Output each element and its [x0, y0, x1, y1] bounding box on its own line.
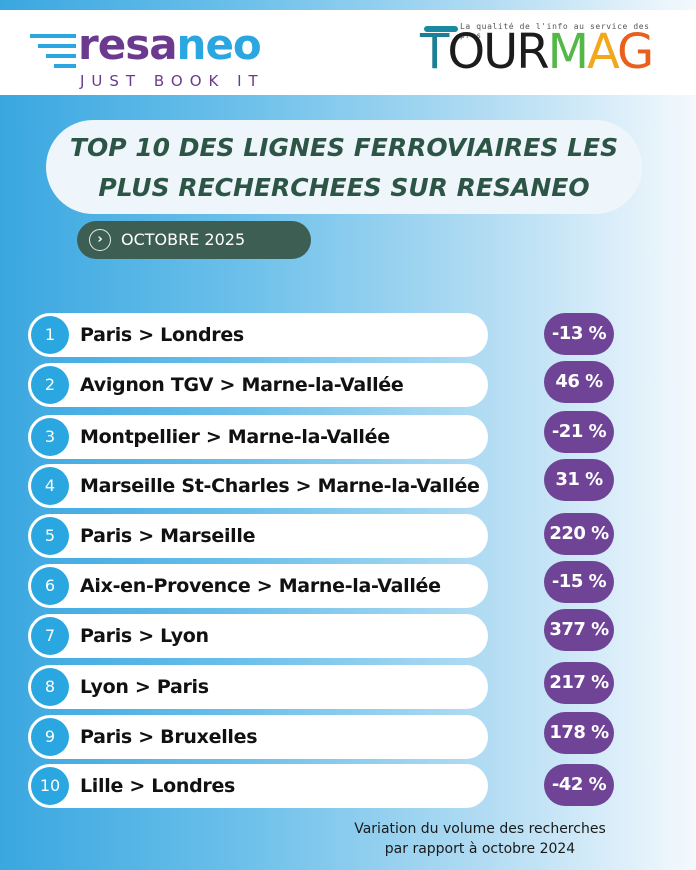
rank-badge: 2	[31, 366, 69, 404]
rank-badge: 9	[31, 718, 69, 756]
variation-badge: 377 %	[544, 609, 614, 651]
footnote: Variation du volume des recherches par r…	[330, 819, 630, 859]
speed-lines-icon	[30, 34, 76, 68]
page-title-line1: TOP 10 DES LIGNES FERROVIAIRES LES	[69, 133, 619, 162]
tourmag-bar-decoration	[424, 26, 458, 32]
route-label: Paris > Bruxelles	[80, 726, 258, 748]
header-banner: resaneo JUST BOOK IT La qualité de l'inf…	[0, 10, 696, 95]
route-label: Paris > Marseille	[80, 525, 256, 547]
page-title-line2: PLUS RECHERCHEES SUR RESANEO	[98, 173, 590, 202]
variation-badge: -13 %	[544, 313, 614, 355]
rank-badge: 4	[31, 467, 69, 505]
route-bar	[28, 514, 488, 558]
rank-badge: 8	[31, 668, 69, 706]
list-item: 2 Avignon TGV > Marne-la-Vallée	[28, 363, 488, 407]
route-label: Paris > Londres	[80, 324, 244, 346]
list-item: 7 Paris > Lyon	[28, 614, 488, 658]
route-bar	[28, 665, 488, 709]
list-item: 3 Montpellier > Marne-la-Vallée	[28, 415, 488, 459]
route-label: Montpellier > Marne-la-Vallée	[80, 426, 390, 448]
route-label: Paris > Lyon	[80, 625, 209, 647]
route-label: Lyon > Paris	[80, 676, 209, 698]
rank-badge: 6	[31, 567, 69, 605]
list-item: 5 Paris > Marseille	[28, 514, 488, 558]
route-label: Lille > Londres	[80, 775, 236, 797]
resaneo-wordmark: resaneo	[78, 20, 262, 69]
route-label: Marseille St-Charles > Marne-la-Vallée	[80, 475, 480, 497]
variation-badge: -21 %	[544, 411, 614, 453]
list-item: 4 Marseille St-Charles > Marne-la-Vallée	[28, 464, 488, 508]
route-bar	[28, 415, 488, 459]
route-bar	[28, 363, 488, 407]
route-bar	[28, 564, 488, 608]
rank-badge: 5	[31, 517, 69, 555]
period-badge: › OCTOBRE 2025	[77, 221, 311, 259]
footnote-line1: Variation du volume des recherches	[354, 821, 606, 837]
variation-badge: 220 %	[544, 513, 614, 555]
tourmag-logo: La qualité de l'info au service des pros…	[420, 22, 670, 92]
resaneo-tagline: JUST BOOK IT	[80, 72, 265, 90]
route-bar	[28, 614, 488, 658]
rank-badge: 3	[31, 418, 69, 456]
route-label: Aix-en-Provence > Marne-la-Vallée	[80, 575, 441, 597]
chevron-right-circle-icon: ›	[89, 229, 111, 251]
list-item: 10 Lille > Londres	[28, 764, 488, 808]
list-item: 8 Lyon > Paris	[28, 665, 488, 709]
rank-badge: 1	[31, 316, 69, 354]
resaneo-logo: resaneo JUST BOOK IT	[30, 20, 290, 94]
rank-badge: 10	[31, 767, 69, 805]
route-bar	[28, 715, 488, 759]
variation-badge: 46 %	[544, 361, 614, 403]
list-item: 9 Paris > Bruxelles	[28, 715, 488, 759]
tourmag-baseline: La qualité de l'info au service des pros	[460, 22, 650, 40]
variation-badge: 31 %	[544, 459, 614, 501]
route-bar	[28, 313, 488, 357]
variation-badge: 178 %	[544, 712, 614, 754]
variation-badge: -42 %	[544, 764, 614, 806]
title-banner: TOP 10 DES LIGNES FERROVIAIRES LES PLUS …	[46, 120, 642, 214]
variation-badge: 217 %	[544, 662, 614, 704]
variation-badge: -15 %	[544, 561, 614, 603]
list-item: 6 Aix-en-Provence > Marne-la-Vallée	[28, 564, 488, 608]
rank-badge: 7	[31, 617, 69, 655]
route-label: Avignon TGV > Marne-la-Vallée	[80, 374, 404, 396]
tourmag-wordmark: TOURMAG	[420, 24, 654, 80]
route-bar	[28, 764, 488, 808]
footnote-line2: par rapport à octobre 2024	[384, 841, 576, 857]
period-label: OCTOBRE 2025	[121, 230, 246, 249]
route-bar	[28, 464, 488, 508]
list-item: 1 Paris > Londres	[28, 313, 488, 357]
